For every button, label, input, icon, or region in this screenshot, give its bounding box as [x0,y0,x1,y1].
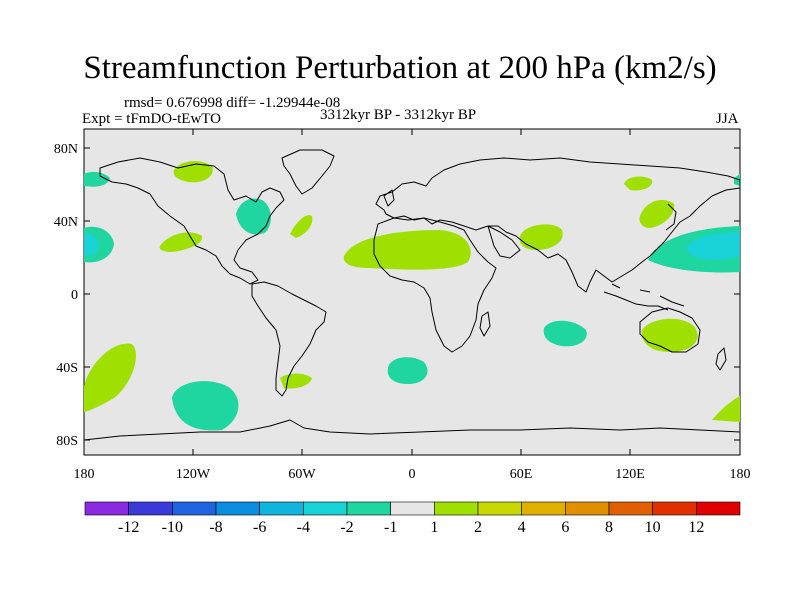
coastline-antarctica [83,419,741,441]
coastline-japan [665,203,677,231]
anomaly-pos-south-pacific-east [84,343,136,412]
lat-axis-labels: 80N 40N 0 40S 80S [54,142,78,449]
anomaly-pos-southern-ocean [712,396,740,422]
lon-label: 60E [510,467,533,482]
colorbar-swatch [390,501,435,516]
colorbar-swatch [259,501,304,516]
colorbar-swatch [477,501,522,516]
coastline-arabia [487,225,521,259]
coastline-australia [639,307,701,353]
anomaly-neg-core-north-pacific [84,233,99,256]
coastline-british-isles [383,189,395,207]
coastline-greenland [281,149,335,195]
anomaly-pos-arabia [519,224,563,250]
colorbar-swatch [84,501,129,516]
colorbar-label: 12 [688,519,704,536]
colorbar: -12 -10 -8 -6 -4 -2 -1 1 2 4 6 8 10 12 [84,501,741,536]
lat-label: 40S [56,361,78,376]
season-label: JJA [716,111,739,127]
colorbar-label: 2 [474,519,482,536]
lon-label: 120E [615,467,645,482]
anomaly-neg-north-america [236,198,271,235]
lon-label: 180 [74,467,95,482]
anomaly-neg-south-pacific [172,381,239,431]
lon-label: 60W [288,467,316,482]
colorbar-label: -10 [162,519,183,536]
lon-label: 0 [409,467,416,482]
stats-text: rmsd= 0.676998 diff= -1.29944e-08 [124,95,341,111]
colorbar-label: 1 [430,519,438,536]
colorbar-label: -2 [340,519,353,536]
anomaly-pos-siberia [624,176,653,191]
colorbar-swatch [652,501,697,516]
coastline-indonesia [603,283,685,311]
colorbar-label: 10 [645,519,661,536]
colorbar-label: -12 [118,519,139,536]
coastline-madagascar [479,311,491,337]
coastline-africa [373,217,497,353]
colorbar-label: 4 [518,519,526,536]
experiment-label: Expt = tFmDO-tEwTO [82,111,222,127]
anomaly-pos-australia [641,318,698,352]
anomaly-pos-japan [639,200,675,228]
lon-label: 180 [730,467,751,482]
anomaly-neg-arctic-alaska [84,171,110,187]
anomaly-pos-atlantic [290,215,313,238]
colorbar-label: -1 [384,519,397,536]
anomaly-neg-indian-ocean [543,320,587,347]
period-label: 3312kyr BP - 3312kyr BP [320,107,477,123]
colorbar-label: -4 [297,519,310,536]
coastline-south-america [251,281,327,397]
colorbar-label: 6 [561,519,569,536]
colorbar-swatch [434,501,479,516]
anomaly-neg-arctic-east [734,174,740,186]
lon-axis-labels: 180 120W 60W 0 60E 120E 180 [74,467,751,482]
lat-label: 80S [56,434,78,449]
lat-label: 0 [71,288,78,303]
colorbar-swatch [172,501,217,516]
colorbar-swatch [521,501,566,516]
colorbar-swatch [608,501,653,516]
coastline-new-zealand [715,347,727,371]
colorbar-swatch [303,501,348,516]
colorbar-swatch [696,501,741,516]
colorbar-swatch [215,501,260,516]
lat-label: 40N [54,215,78,230]
coastlines [83,149,741,441]
tickmarks [84,129,740,455]
colorbar-label: -8 [209,519,222,536]
coastline-eurasia [375,157,741,293]
lat-label: 80N [54,142,78,157]
anomaly-pos-north-africa [343,230,471,270]
anomaly-neg-south-atlantic [387,357,428,384]
colorbar-swatch [565,501,610,516]
anomaly-pos-east-pacific [159,232,203,252]
anomaly-contours [84,161,740,431]
lon-label: 120W [176,467,211,482]
colorbar-swatch [346,501,391,516]
coastline-north-america [99,157,285,285]
map-title: Streamfunction Perturbation at 200 hPa (… [83,50,717,86]
colorbar-swatch [128,501,173,516]
colorbar-label: -6 [253,519,266,536]
colorbar-label: 8 [605,519,613,536]
anomaly-neg-core-west-pacific [686,232,740,260]
